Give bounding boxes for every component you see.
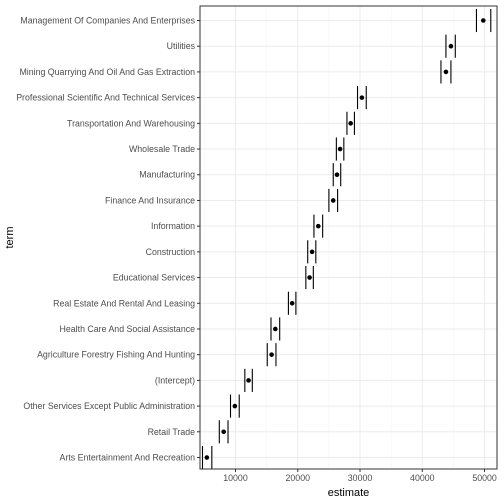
estimate-point — [359, 95, 365, 100]
x-tick-label: 10000 — [223, 473, 248, 483]
y-tick-label: Retail Trade — [148, 427, 196, 437]
y-tick-label: Other Services Except Public Administrat… — [23, 401, 195, 411]
marks-layer — [201, 8, 492, 470]
panel-background — [200, 6, 497, 469]
estimate-point — [309, 249, 315, 255]
y-tick-label: Mining Quarrying And Oil And Gas Extract… — [19, 67, 195, 77]
x-tick-label: 20000 — [286, 473, 311, 483]
y-tick-label: Professional Scientific And Technical Se… — [16, 93, 195, 103]
x-axis: 10000 20000 30000 40000 50000 — [223, 469, 497, 483]
y-tick-label: Management Of Companies And Enterprises — [20, 16, 195, 26]
y-tick-label: Manufacturing — [139, 170, 195, 180]
y-tick-label: Educational Services — [113, 273, 196, 283]
y-tick-label: Finance And Insurance — [105, 195, 195, 205]
y-tick-label: Wholesale Trade — [129, 144, 195, 154]
estimate-point — [221, 429, 226, 435]
estimate-point — [289, 300, 295, 306]
y-tick-label: (Intercept) — [155, 375, 195, 385]
estimate-point — [337, 146, 343, 152]
grid-layer — [200, 6, 497, 469]
estimate-point — [316, 223, 321, 229]
estimate-point — [246, 378, 251, 383]
panel-border — [199, 5, 498, 470]
y-tick-label: Transportation And Warehousing — [67, 118, 195, 128]
estimate-point — [204, 455, 210, 460]
estimate-point — [334, 172, 340, 178]
y-axis: Management Of Companies And Enterprises U… — [16, 16, 200, 463]
y-tick-label: Construction — [146, 247, 195, 257]
y-tick-label: Agriculture Forestry Fishing And Hunting — [37, 350, 195, 360]
estimate-point — [307, 275, 312, 280]
y-tick-label: Real Estate And Rental And Leasing — [53, 298, 195, 308]
estimate-point — [443, 69, 449, 75]
estimate-point — [348, 121, 353, 126]
estimate-point — [481, 18, 486, 23]
y-tick-label: Health Care And Social Assistance — [60, 324, 196, 334]
estimate-point — [330, 198, 336, 203]
x-tick-label: 50000 — [472, 473, 497, 483]
x-axis-title: estimate — [328, 487, 370, 499]
x-tick-label: 30000 — [348, 473, 373, 483]
y-tick-label: Arts Entertainment And Recreation — [60, 453, 196, 463]
y-axis-title: term — [4, 227, 16, 249]
estimate-point — [269, 352, 274, 357]
y-tick-label: Information — [151, 221, 195, 231]
estimate-point — [448, 43, 454, 49]
estimate-point — [232, 403, 238, 409]
estimate-point — [273, 326, 278, 332]
x-tick-label: 40000 — [410, 473, 435, 483]
y-tick-label: Utilities — [167, 41, 196, 51]
